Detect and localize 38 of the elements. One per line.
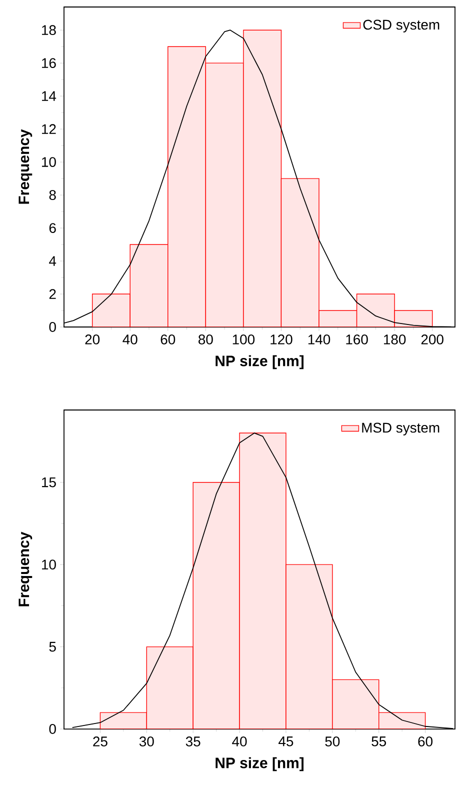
x-tick-label: 140 [308,334,330,344]
y-tick-label: 18 [42,25,56,36]
y-tick-label: 6 [49,223,56,233]
x-tick-label: 60 [418,736,432,746]
x-tick-label: 45 [278,736,294,746]
x-tick-label: 100 [232,334,255,344]
x-axis-title: NP size [nm] [216,757,304,772]
x-axis-title: NP size [nm] [216,355,304,370]
y-axis-title: Frequency [18,129,32,204]
y-tick-label: 10 [42,560,56,570]
y-tick-label: 0 [49,322,56,332]
y-tick-label: 14 [42,91,56,101]
x-tick-label: 20 [85,334,100,344]
y-tick-label: 16 [42,58,56,68]
y-tick-label: 10 [42,157,56,167]
x-tick-label: 55 [372,736,386,746]
x-tick-label: 35 [186,736,200,746]
x-tick-label: 50 [325,736,340,746]
y-tick-label: 12 [42,124,56,134]
legend-label: MSD system [362,422,440,436]
y-tick-label: 8 [49,190,56,200]
y-tick-label: 2 [49,289,56,299]
x-tick-label: 200 [421,334,444,344]
y-tick-label: 0 [49,724,56,734]
x-tick-label: 180 [384,334,406,344]
y-axis-title: Frequency [18,532,32,606]
y-tick-label: 5 [49,642,56,652]
y-tick-label: 15 [42,477,56,488]
x-tick-label: 25 [93,736,108,746]
x-tick-label: 80 [198,334,213,344]
x-tick-label: 40 [122,334,138,344]
y-tick-label: 4 [49,256,56,266]
x-tick-label: 120 [270,334,292,344]
x-tick-label: 40 [232,736,247,746]
x-tick-label: 160 [346,334,368,344]
legend-label: CSD system [363,20,440,32]
x-tick-label: 60 [160,334,176,344]
x-tick-label: 30 [139,736,154,746]
